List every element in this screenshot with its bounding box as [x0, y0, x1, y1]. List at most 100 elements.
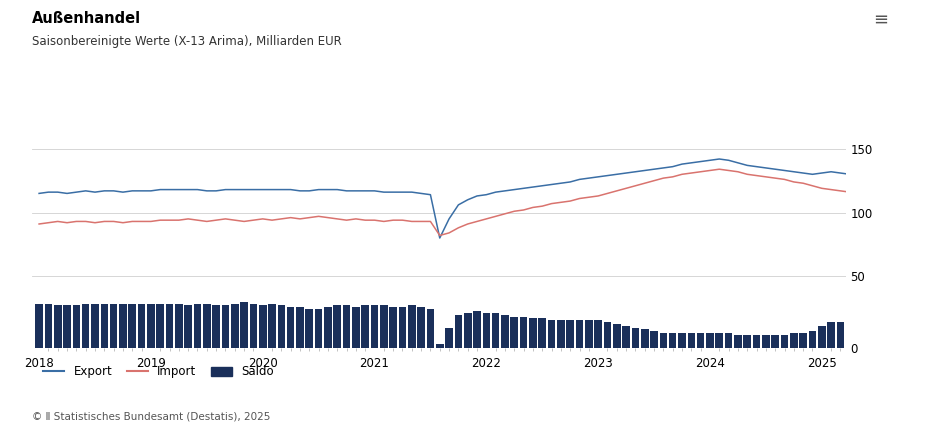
Bar [399, 307, 406, 348]
Bar [175, 304, 182, 348]
Bar [808, 331, 816, 348]
Bar [827, 322, 835, 348]
Bar [213, 305, 220, 348]
Bar [44, 304, 52, 348]
Text: © Ⅱ Statistisches Bundesamt (Destatis), 2025: © Ⅱ Statistisches Bundesamt (Destatis), … [32, 411, 271, 421]
Bar [63, 305, 71, 348]
Bar [231, 304, 239, 348]
Bar [92, 304, 99, 348]
Bar [203, 304, 211, 348]
Bar [119, 304, 127, 348]
Bar [389, 307, 397, 348]
Bar [548, 320, 555, 348]
Bar [436, 344, 444, 348]
Bar [604, 322, 611, 348]
Bar [762, 335, 770, 348]
Bar [874, 318, 882, 348]
Bar [669, 333, 676, 348]
Bar [575, 320, 584, 348]
Bar [380, 305, 388, 348]
Bar [464, 313, 472, 348]
Bar [911, 314, 919, 348]
Bar [529, 318, 536, 348]
Bar [893, 314, 900, 348]
Bar [678, 333, 685, 348]
Bar [259, 305, 266, 348]
Bar [856, 320, 863, 348]
Bar [333, 305, 341, 348]
Bar [110, 304, 117, 348]
Bar [147, 304, 154, 348]
Bar [632, 327, 639, 348]
Bar [641, 329, 648, 348]
Bar [920, 314, 925, 348]
Bar [790, 333, 797, 348]
Bar [240, 302, 248, 348]
Bar [454, 314, 462, 348]
Bar [184, 305, 192, 348]
Bar [250, 304, 257, 348]
Bar [408, 305, 415, 348]
Bar [613, 324, 621, 348]
Bar [771, 335, 779, 348]
Bar [511, 317, 518, 348]
Bar [278, 305, 285, 348]
Bar [101, 304, 108, 348]
Bar [623, 326, 630, 348]
Bar [501, 314, 509, 348]
Bar [818, 326, 826, 348]
Bar [585, 320, 593, 348]
Bar [474, 311, 481, 348]
Bar [687, 333, 695, 348]
Bar [417, 307, 425, 348]
Bar [865, 320, 872, 348]
Bar [706, 333, 714, 348]
Bar [902, 314, 909, 348]
Bar [650, 331, 658, 348]
Text: Außenhandel: Außenhandel [32, 11, 142, 26]
Bar [305, 309, 313, 348]
Bar [54, 305, 62, 348]
Bar [287, 307, 294, 348]
Bar [296, 307, 303, 348]
Bar [426, 309, 434, 348]
Bar [138, 304, 145, 348]
Bar [566, 320, 574, 348]
Bar [156, 304, 164, 348]
Bar [697, 333, 705, 348]
Bar [166, 304, 173, 348]
Bar [538, 318, 546, 348]
Bar [557, 320, 564, 348]
Bar [72, 305, 80, 348]
Bar [371, 305, 378, 348]
Legend: Export, Import, Saldo: Export, Import, Saldo [38, 360, 278, 383]
Bar [734, 335, 742, 348]
Bar [343, 305, 351, 348]
Bar [520, 317, 527, 348]
Bar [362, 305, 369, 348]
Bar [193, 304, 202, 348]
Text: Saisonbereinigte Werte (X-13 Arima), Milliarden EUR: Saisonbereinigte Werte (X-13 Arima), Mil… [32, 35, 342, 48]
Bar [660, 333, 667, 348]
Bar [725, 333, 733, 348]
Bar [753, 335, 760, 348]
Bar [799, 333, 807, 348]
Bar [35, 304, 43, 348]
Bar [744, 335, 751, 348]
Bar [82, 304, 90, 348]
Bar [324, 307, 332, 348]
Bar [846, 322, 854, 348]
Bar [715, 333, 723, 348]
Text: ≡: ≡ [873, 11, 888, 29]
Bar [222, 305, 229, 348]
Bar [129, 304, 136, 348]
Bar [836, 322, 845, 348]
Bar [483, 313, 490, 348]
Bar [883, 318, 891, 348]
Bar [445, 327, 453, 348]
Bar [781, 335, 788, 348]
Bar [268, 304, 276, 348]
Bar [314, 309, 323, 348]
Bar [595, 320, 602, 348]
Bar [492, 313, 500, 348]
